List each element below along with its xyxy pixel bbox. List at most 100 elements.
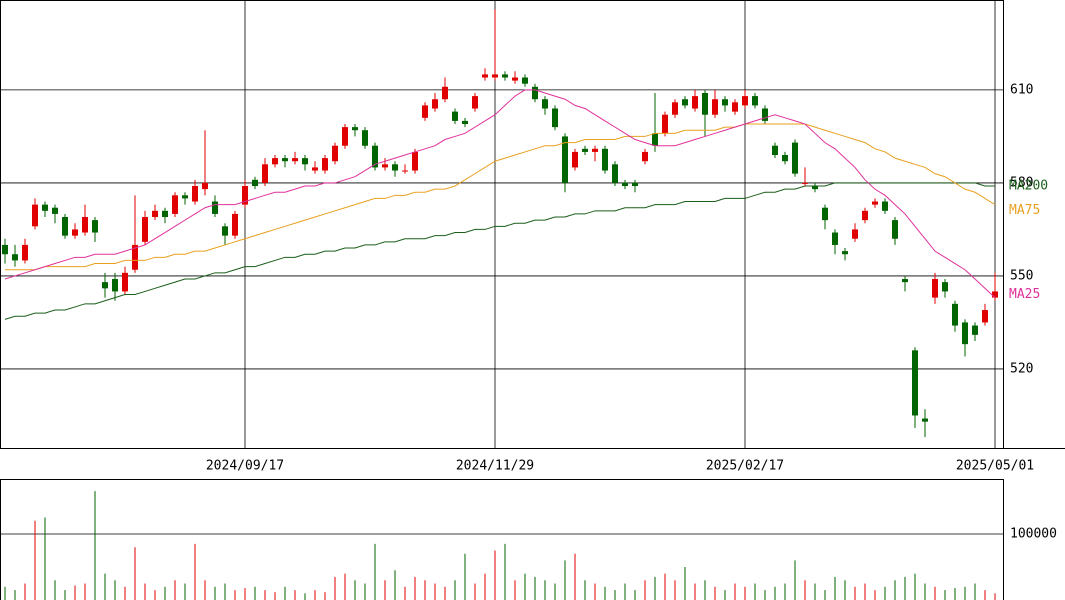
candle-body (252, 179, 258, 187)
legend-label: MA200 (1009, 179, 1048, 194)
candle-body (122, 272, 128, 292)
candle-body (352, 127, 358, 131)
candle-body (302, 158, 308, 165)
candle-body (512, 77, 518, 81)
candle-body (632, 182, 638, 187)
price-frame (0, 0, 1004, 449)
candle-body (162, 210, 168, 218)
candle-body (22, 244, 28, 261)
candle-body (462, 120, 468, 125)
candle-body (372, 145, 378, 168)
candle-body (112, 279, 118, 292)
candle-body (192, 186, 198, 202)
candle-body (702, 93, 708, 115)
legend-label: MA25 (1009, 287, 1040, 302)
candle-body (872, 201, 878, 205)
y-tick-label: 100000 (1010, 526, 1057, 541)
candle-body (482, 74, 488, 78)
candle-body (682, 99, 688, 106)
volume-frame (0, 479, 1004, 600)
candle-body (492, 74, 498, 78)
candle-body (322, 158, 328, 171)
candle-body (82, 217, 88, 233)
candle-body (282, 158, 288, 162)
x-tick-label: 2024/11/29 (456, 459, 534, 474)
candle-body (32, 204, 38, 227)
candle-body (552, 108, 558, 128)
candle-body (982, 310, 988, 323)
candle-body (2, 244, 8, 255)
candle-body (922, 418, 928, 422)
candle-body (312, 167, 318, 171)
candle-body (432, 99, 438, 109)
candle-body (622, 182, 628, 187)
y-tick-label: 610 (1010, 82, 1033, 97)
candle-body (712, 99, 718, 115)
candle-body (832, 232, 838, 245)
candle-body (752, 96, 758, 106)
y-tick-label: 580 (1010, 175, 1033, 190)
candle-body (602, 148, 608, 171)
candle-body (522, 77, 528, 84)
candle-body (262, 164, 268, 183)
candle-body (242, 186, 248, 205)
candle-body (72, 229, 78, 236)
candle-body (412, 151, 418, 171)
ma-line (4, 89, 996, 298)
candle-body (142, 217, 148, 242)
candle-body (442, 86, 448, 100)
candle-body (652, 133, 658, 146)
candle-body (212, 201, 218, 214)
candle-body (502, 74, 508, 78)
candle-body (42, 204, 48, 211)
candle-body (662, 114, 668, 134)
candle-body (272, 158, 278, 165)
y-tick-label: 550 (1010, 268, 1033, 283)
candle-body (692, 96, 698, 109)
candle-body (572, 151, 578, 168)
candle-body (382, 164, 388, 168)
candle-body (452, 111, 458, 121)
legend-label: MA75 (1009, 203, 1040, 218)
candle-body (202, 182, 208, 190)
candle-body (722, 99, 728, 106)
candle-body (772, 145, 778, 156)
candle-body (152, 210, 158, 218)
candle-body (972, 325, 978, 335)
candle-body (892, 220, 898, 239)
candle-body (532, 86, 538, 100)
candle-body (742, 96, 748, 106)
candle-body (812, 186, 818, 190)
candle-body (902, 279, 908, 283)
candle-body (962, 322, 968, 345)
candle-body (952, 303, 958, 326)
candle-body (62, 217, 68, 236)
candle-body (182, 195, 188, 199)
candle-body (562, 136, 568, 183)
candle-body (802, 182, 808, 184)
candle-body (542, 99, 548, 109)
ma-line (4, 182, 995, 320)
candle-body (132, 244, 138, 270)
candle-body (792, 142, 798, 174)
ma-line (5, 123, 996, 271)
candle-body (12, 254, 18, 261)
candle-body (332, 145, 338, 162)
candle-body (592, 148, 598, 152)
candle-body (882, 201, 888, 211)
candle-body (362, 130, 368, 146)
candle-body (612, 164, 618, 183)
candle-body (472, 96, 478, 109)
x-tick-label: 2024/09/17 (206, 459, 284, 474)
candle-body (582, 148, 588, 152)
candle-body (852, 229, 858, 239)
candle-body (52, 207, 58, 214)
candle-body (672, 102, 678, 115)
x-tick-label: 2025/02/17 (706, 459, 784, 474)
candle-body (342, 127, 348, 146)
candle-body (92, 220, 98, 233)
candle-body (222, 226, 228, 236)
candle-body (402, 170, 408, 172)
candle-body (862, 210, 868, 221)
